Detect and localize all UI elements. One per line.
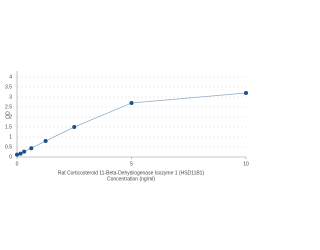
data-point <box>22 149 27 154</box>
y-tick-label: 2 <box>9 114 12 120</box>
y-tick-label: 0.5 <box>5 144 12 150</box>
y-tick-label: 1 <box>9 134 12 140</box>
x-axis-label: Rat Corticosteroid 11-Beta-Dehydrogenase… <box>58 170 205 176</box>
y-tick-label: 1.5 <box>5 124 12 130</box>
chart: OD Rat Corticosteroid 11-Beta-Dehydrogen… <box>5 71 249 182</box>
x-tick-label: 5 <box>130 161 133 167</box>
data-point <box>244 91 248 95</box>
data-point <box>129 101 134 105</box>
y-tick-label: 2.5 <box>5 104 12 110</box>
y-tick-label: 0 <box>9 154 12 160</box>
x-tick-label: 10 <box>243 161 249 167</box>
data-point <box>72 125 77 129</box>
x-tick-label: 0 <box>16 161 19 167</box>
data-point <box>43 139 48 143</box>
y-tick-label: 3 <box>9 94 12 100</box>
y-tick-label: 4 <box>9 74 12 80</box>
data-point <box>15 152 19 157</box>
y-tick-label: 3.5 <box>5 84 12 90</box>
y-axis-label: OD <box>5 111 11 119</box>
data-point <box>18 151 23 156</box>
x-axis-label-line-2: Concentration (ng/ml) <box>107 176 155 182</box>
data-point <box>29 146 34 151</box>
